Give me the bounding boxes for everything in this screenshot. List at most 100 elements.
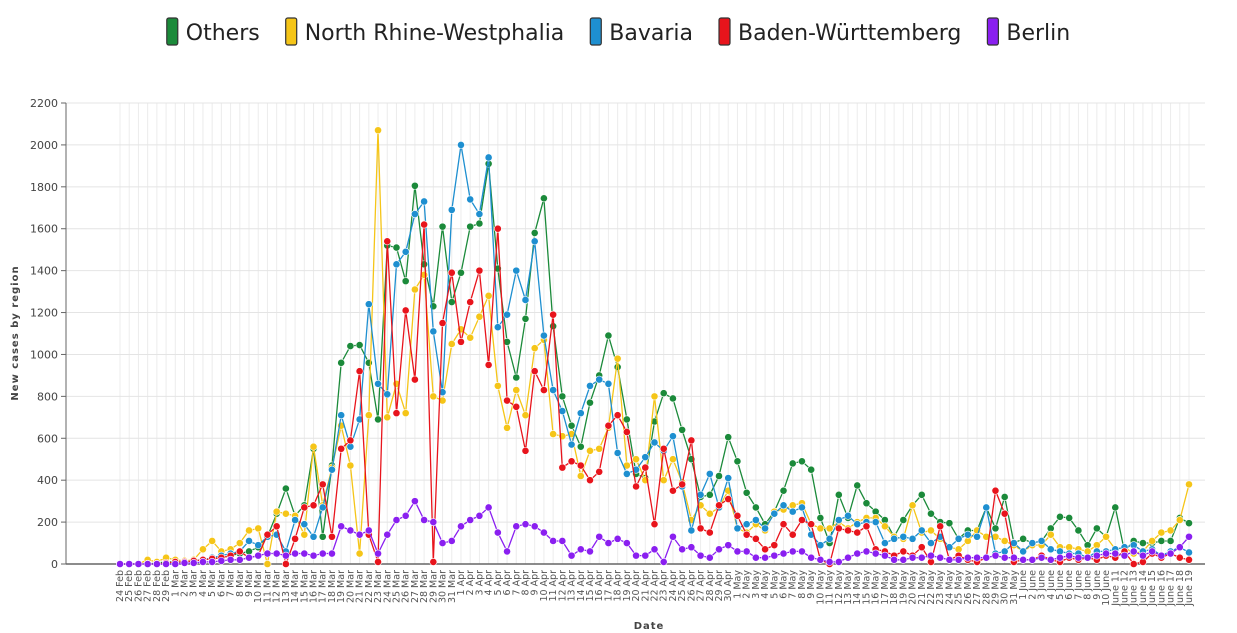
data-point <box>429 558 438 566</box>
data-point <box>576 545 585 554</box>
data-point <box>337 522 346 531</box>
x-tick-label: 21 May <box>917 570 928 605</box>
x-tick-label: 16 May <box>871 570 882 605</box>
data-point <box>272 522 281 531</box>
data-point <box>447 268 456 277</box>
data-point <box>917 553 926 562</box>
data-point <box>493 323 502 332</box>
data-point <box>1157 551 1166 560</box>
y-tick-label: 1000 <box>30 348 58 361</box>
data-point <box>880 522 889 531</box>
x-tick-label: June 14 <box>1138 570 1149 607</box>
x-tick-label: 17 Mar <box>318 570 329 603</box>
data-point <box>383 390 392 399</box>
data-point <box>751 534 760 543</box>
data-point <box>788 459 797 468</box>
x-tick-label: 15 Apr <box>585 570 596 602</box>
legend-item: Berlin <box>986 17 1070 46</box>
x-tick-label: 30 Apr <box>723 570 734 602</box>
data-point <box>429 392 438 401</box>
x-tick-label: 6 June <box>1064 570 1075 600</box>
data-point <box>659 476 668 485</box>
legend-swatch <box>986 17 999 46</box>
data-point <box>475 511 484 520</box>
data-point <box>669 532 677 541</box>
data-point <box>659 558 668 566</box>
data-point <box>309 501 318 510</box>
x-tick-label: 9 May <box>806 570 817 599</box>
data-point <box>595 375 604 384</box>
data-point <box>641 453 650 462</box>
data-point <box>899 532 908 541</box>
data-point <box>337 411 346 420</box>
legend-item: Bavaria <box>589 17 693 46</box>
legend-item: Others <box>166 17 260 46</box>
x-tick-label: 11 Mar <box>262 570 273 603</box>
data-point <box>392 516 401 524</box>
data-point <box>963 530 972 539</box>
data-point <box>853 528 862 537</box>
data-point <box>254 541 263 550</box>
data-point <box>659 389 668 398</box>
data-point <box>309 532 318 541</box>
data-point <box>558 537 567 545</box>
data-point <box>761 545 769 554</box>
data-point <box>171 560 180 568</box>
data-point <box>521 520 530 529</box>
data-point <box>1185 555 1193 564</box>
data-point <box>724 474 733 482</box>
data-point <box>420 516 429 524</box>
data-point <box>392 260 401 269</box>
data-point <box>613 534 622 543</box>
data-point <box>281 560 290 568</box>
data-point <box>908 534 917 543</box>
data-point <box>1157 528 1166 537</box>
data-point <box>337 358 346 367</box>
data-point <box>484 503 493 512</box>
x-tick-label: 18 May <box>889 570 900 605</box>
data-point <box>318 532 327 541</box>
data-point <box>1019 547 1028 556</box>
data-point <box>586 476 594 485</box>
x-tick-label: 4 Mar <box>198 570 209 597</box>
data-point <box>595 532 604 541</box>
data-point <box>650 417 659 426</box>
data-point <box>466 195 475 204</box>
x-tick-label: 9 June <box>1092 570 1103 600</box>
data-point <box>466 333 475 342</box>
legend-label: Berlin <box>1006 21 1070 46</box>
data-point <box>374 126 382 135</box>
data-point <box>788 530 797 539</box>
data-point <box>374 549 382 558</box>
data-point <box>567 457 576 466</box>
data-point <box>549 430 558 438</box>
data-point <box>493 381 502 390</box>
data-point <box>1111 503 1120 512</box>
data-point <box>521 296 530 304</box>
data-point <box>604 421 613 430</box>
data-point <box>622 428 631 436</box>
data-point <box>300 503 309 512</box>
data-point <box>613 449 622 457</box>
data-point <box>383 237 392 246</box>
data-point <box>125 560 134 568</box>
data-point <box>457 522 465 531</box>
data-point <box>217 556 226 565</box>
data-point <box>770 541 779 550</box>
data-point <box>632 482 640 491</box>
data-point <box>890 534 899 543</box>
data-point <box>991 486 1000 495</box>
data-point <box>733 457 742 466</box>
data-point <box>503 310 511 319</box>
data-point <box>742 530 751 539</box>
data-point <box>779 549 788 558</box>
legend-item: Baden-Württemberg <box>718 17 961 46</box>
data-point <box>1083 553 1092 562</box>
data-point <box>1000 537 1009 545</box>
data-point <box>475 210 484 218</box>
data-point <box>586 547 594 556</box>
x-tick-label: 7 Apr <box>511 570 522 596</box>
y-tick-label: 1600 <box>30 223 58 236</box>
data-point <box>659 444 668 453</box>
data-point <box>530 522 539 531</box>
